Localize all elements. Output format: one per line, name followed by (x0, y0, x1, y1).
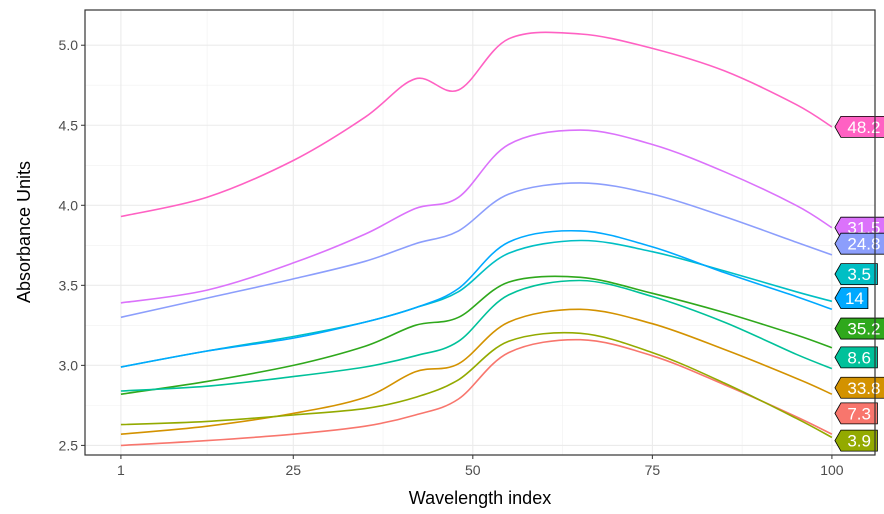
series-line-31-5 (120, 129, 833, 304)
end-label-box (834, 287, 869, 310)
series-line-24-8 (120, 182, 833, 319)
end-label-text: 8.6 (847, 348, 871, 367)
end-label-24-8: 24.8 (834, 232, 884, 255)
end-label-48-2: 48.2 (834, 115, 884, 138)
end-label-box (834, 376, 884, 399)
end-label-text: 3.9 (847, 432, 871, 451)
end-label-35-2: 35.2 (834, 317, 884, 340)
end-label-text: 48.2 (847, 118, 880, 137)
series-line-8-6 (120, 279, 833, 392)
end-label-7-3: 7.3 (834, 402, 878, 425)
x-tick-label: 75 (645, 462, 661, 478)
end-label-box (834, 232, 884, 255)
y-tick-label: 4.5 (59, 117, 79, 133)
end-label-8-6: 8.6 (834, 346, 878, 369)
end-label-text: 24.8 (847, 235, 880, 254)
x-axis-title: Wavelength index (409, 488, 551, 508)
x-tick-label: 100 (820, 462, 844, 478)
end-label-box (834, 263, 878, 286)
x-tick-label: 50 (465, 462, 481, 478)
end-label-text: 14 (845, 289, 864, 308)
series-line-3-5 (120, 239, 833, 368)
y-axis-title: Absorbance Units (14, 161, 34, 303)
series-line-7-3 (120, 338, 833, 447)
end-label-3-5: 3.5 (834, 263, 878, 286)
x-tick-label: 25 (285, 462, 301, 478)
end-label-box (834, 317, 884, 340)
end-label-33-8: 33.8 (834, 376, 884, 399)
end-label-box (834, 346, 878, 369)
y-tick-label: 3.5 (59, 277, 79, 293)
series-line-3-9 (120, 331, 833, 439)
end-label-text: 35.2 (847, 320, 880, 339)
x-axis: 1 25 50 75 100 (117, 455, 844, 478)
y-axis: 2.5 3.0 3.5 4.0 4.5 5.0 (59, 37, 85, 453)
end-label-3-9: 3.9 (834, 429, 878, 452)
x-tick-label: 1 (117, 462, 125, 478)
plot-panel (85, 10, 875, 455)
end-label-box (834, 115, 884, 138)
y-tick-label: 4.0 (59, 197, 79, 213)
plot-border (84, 9, 876, 456)
end-label-box (834, 402, 878, 425)
y-tick-label: 3.0 (59, 357, 79, 373)
end-label-text: 33.8 (847, 379, 880, 398)
end-label-14: 14 (834, 287, 869, 310)
series-lines (120, 31, 833, 447)
series-line-14 (120, 229, 833, 368)
end-label-text: 7.3 (847, 404, 871, 423)
series-line-48-2 (120, 31, 833, 218)
series-line-35-2 (120, 275, 833, 395)
end-label-text: 3.5 (847, 265, 871, 284)
grid (85, 10, 875, 455)
end-label-box (834, 429, 878, 452)
y-tick-label: 5.0 (59, 37, 79, 53)
y-tick-label: 2.5 (59, 437, 79, 453)
